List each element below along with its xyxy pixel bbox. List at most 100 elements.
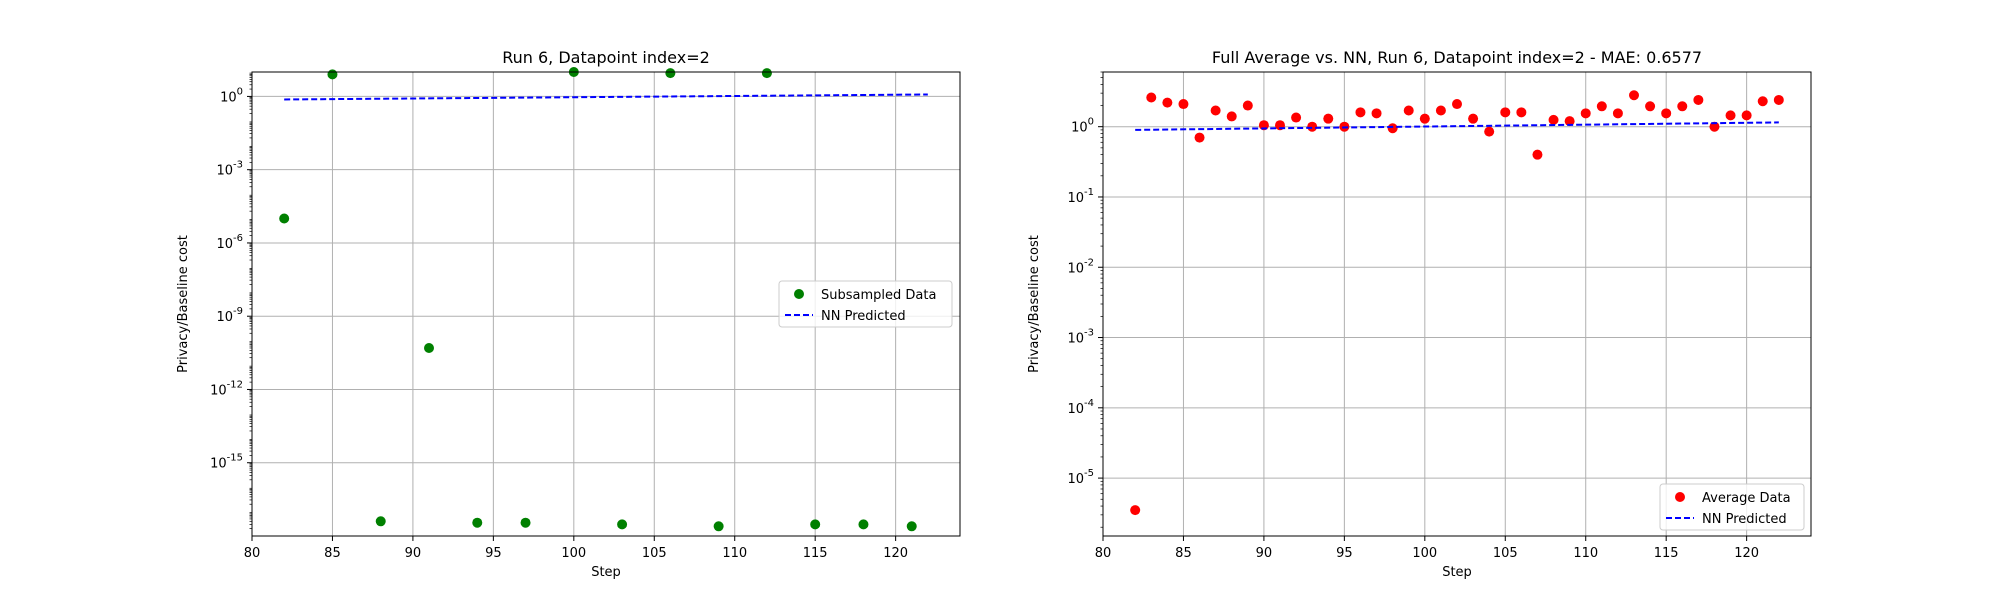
right-y-tick-label: 10-2 — [1067, 257, 1094, 276]
right-average-data-point — [1146, 92, 1157, 103]
left-x-tick-label: 100 — [561, 546, 586, 561]
right-average-data-point — [1210, 105, 1221, 116]
right-average-data-point — [1419, 113, 1430, 124]
left-x-tick-label: 105 — [642, 546, 667, 561]
right-average-data-point — [1757, 96, 1768, 107]
left-legend-label-subsampled: Subsampled Data — [821, 288, 936, 303]
right-x-tick-label: 110 — [1573, 546, 1598, 561]
left-chart: 80 85 90 95 100 105 110 115 120 100 10-3 10-6 10-9 10… — [176, 48, 961, 580]
right-x-tick-label: 120 — [1734, 546, 1759, 561]
right-chart-title: Full Average vs. NN, Run 6, Datapoint in… — [1212, 48, 1702, 67]
right-average-data-point — [1693, 94, 1704, 105]
right-average-data-point — [1468, 113, 1479, 124]
right-y-tick-label: 10-5 — [1067, 468, 1094, 487]
left-subsampled-data-point — [279, 213, 290, 224]
left-y-tick-label: 10-9 — [216, 306, 243, 325]
right-average-data-point — [1371, 108, 1382, 119]
right-legend-label-nn: NN Predicted — [1702, 512, 1787, 527]
left-subsampled-data-point — [665, 68, 676, 79]
right-average-data-point — [1725, 110, 1736, 121]
right-nn-predicted-line — [1135, 121, 1779, 131]
left-subsampled-data-point — [906, 521, 917, 532]
right-average-data-point — [1226, 111, 1237, 122]
right-average-data-point — [1532, 149, 1543, 160]
right-average-data-point — [1484, 126, 1495, 137]
right-x-tick-label: 90 — [1256, 546, 1273, 561]
right-x-tick-label: 80 — [1095, 546, 1112, 561]
right-average-data-point — [1130, 505, 1141, 516]
right-legend: Average Data NN Predicted — [1659, 483, 1805, 531]
right-average-data-point — [1629, 90, 1639, 101]
left-y-tick-label: 10-3 — [216, 160, 243, 179]
right-average-data-point — [1242, 100, 1253, 111]
left-x-axis-label: Step — [591, 565, 621, 580]
right-average-data-point — [1548, 114, 1559, 125]
left-x-tick-label: 90 — [405, 546, 422, 561]
left-legend-box — [778, 280, 953, 328]
right-x-axis-label: Step — [1442, 565, 1472, 580]
left-legend: Subsampled Data NN Predicted — [778, 280, 953, 328]
left-y-axis-label: Privacy/Baseline cost — [176, 235, 191, 373]
right-average-data-point — [1580, 108, 1591, 119]
right-average-data-point — [1645, 101, 1656, 112]
right-average-data-point — [1291, 112, 1302, 123]
left-subsampled-data-point — [327, 69, 338, 80]
left-nn-predicted-line — [284, 93, 928, 101]
right-average-data-point — [1403, 105, 1414, 116]
right-average-data-point — [1355, 107, 1366, 118]
right-average-data-point — [1612, 108, 1623, 119]
right-average-data-point — [1741, 110, 1752, 121]
left-legend-marker-subsampled — [794, 289, 804, 299]
left-subsampled-data-point — [761, 68, 772, 79]
right-average-data-point — [1435, 105, 1446, 116]
right-legend-box — [1659, 483, 1805, 531]
right-x-tick-label: 95 — [1336, 546, 1353, 561]
right-average-data-point — [1564, 116, 1575, 127]
right-average-data-point — [1661, 108, 1672, 119]
right-average-data-point — [1452, 99, 1462, 110]
right-average-data-point — [1178, 99, 1189, 110]
right-legend-label-average: Average Data — [1702, 491, 1791, 506]
left-x-tick-label: 80 — [244, 546, 261, 561]
left-x-tick-label: 120 — [883, 546, 908, 561]
left-subsampled-data-point — [713, 521, 724, 532]
right-average-data-point — [1773, 94, 1784, 105]
right-average-data-point — [1162, 97, 1173, 108]
left-legend-label-nn: NN Predicted — [821, 309, 906, 324]
left-subsampled-data-point — [858, 519, 869, 530]
left-x-tick-label: 85 — [324, 546, 341, 561]
left-y-tick-label: 10-12 — [210, 379, 243, 398]
right-y-tick-label: 10-3 — [1067, 328, 1094, 347]
left-x-tick-label: 110 — [722, 546, 747, 561]
left-subsampled-data-point — [617, 519, 628, 530]
left-subsampled-data-point — [424, 342, 434, 353]
left-plot-frame — [251, 71, 961, 537]
right-average-data-point — [1500, 107, 1511, 118]
right-x-tick-label: 105 — [1493, 546, 1518, 561]
right-y-axis-label: Privacy/Baseline cost — [1027, 235, 1042, 373]
right-average-data-point — [1516, 107, 1527, 118]
left-y-tick-label: 10-15 — [210, 453, 243, 472]
right-chart: 80 85 90 95 100 105 110 115 120 100 10-1 10-2 10-3 10… — [1027, 48, 1812, 580]
left-subsampled-data-point — [375, 516, 386, 527]
left-y-tick-label: 10-6 — [216, 233, 243, 252]
right-x-tick-label: 85 — [1175, 546, 1192, 561]
left-subsampled-data-point — [472, 517, 483, 528]
right-average-data-point — [1194, 132, 1205, 143]
right-average-data-point — [1387, 123, 1398, 134]
left-x-tick-label: 115 — [803, 546, 828, 561]
right-average-data-point — [1307, 121, 1318, 132]
left-y-tick-label: 100 — [220, 86, 243, 105]
right-average-data-point — [1323, 113, 1334, 124]
left-subsampled-data-point — [520, 517, 531, 528]
left-subsampled-data-point — [810, 519, 821, 530]
right-average-data-point — [1677, 101, 1688, 112]
right-y-tick-label: 10-4 — [1067, 398, 1094, 417]
right-y-tick-label: 100 — [1071, 117, 1094, 136]
right-y-tick-label: 10-1 — [1067, 187, 1094, 206]
right-x-tick-label: 100 — [1412, 546, 1437, 561]
right-x-tick-label: 115 — [1654, 546, 1679, 561]
left-chart-title: Run 6, Datapoint index=2 — [502, 48, 710, 67]
right-average-data-point — [1596, 101, 1607, 112]
